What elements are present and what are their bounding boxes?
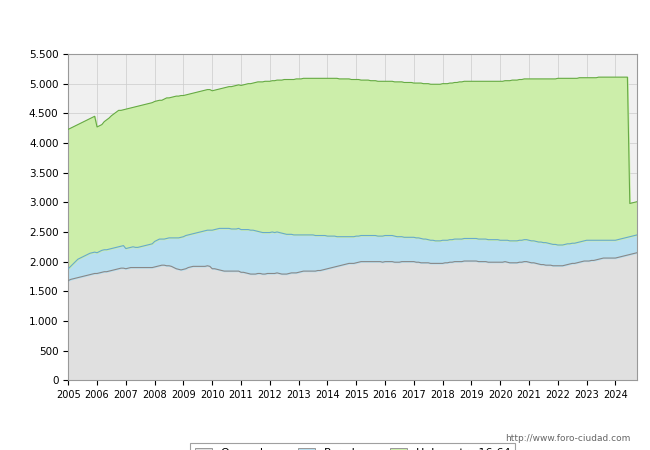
Text: http://www.foro-ciudad.com: http://www.foro-ciudad.com [505,434,630,443]
Legend: Ocupados, Parados, Hab. entre 16-64: Ocupados, Parados, Hab. entre 16-64 [190,443,515,450]
Text: Oroso - Evolucion de la poblacion en edad de Trabajar Septiembre de 2024: Oroso - Evolucion de la poblacion en eda… [85,17,565,30]
